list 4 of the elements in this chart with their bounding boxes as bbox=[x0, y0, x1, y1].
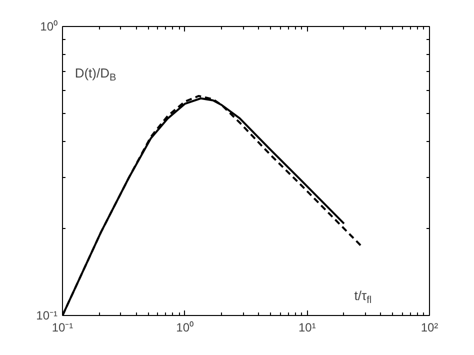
x-tick-label: 10⁰ bbox=[176, 320, 194, 334]
x-tick-label: 10¹ bbox=[298, 320, 316, 334]
x-tick-label: 10² bbox=[420, 320, 438, 334]
x-tick-label: 10⁻¹ bbox=[52, 320, 74, 334]
